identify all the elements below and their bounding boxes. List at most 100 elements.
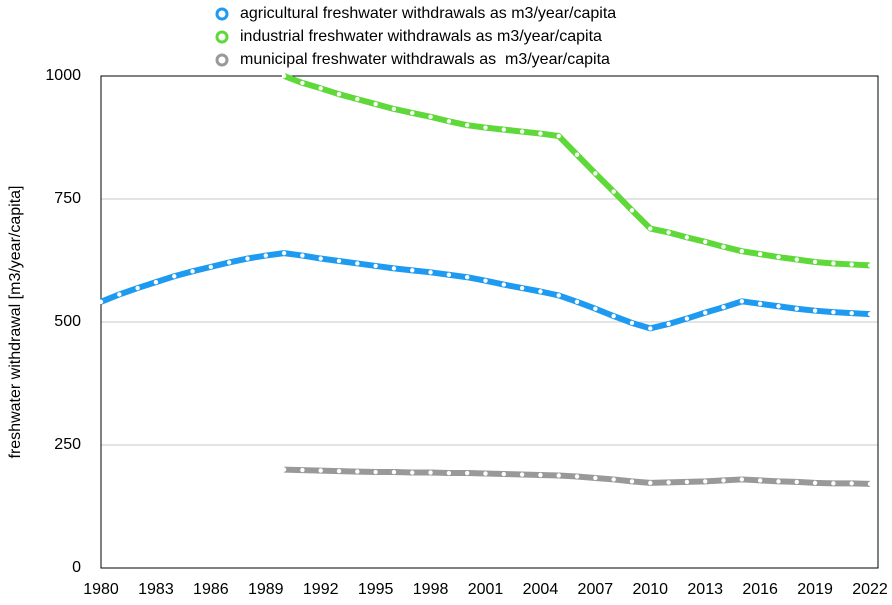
legend-marker [215,7,229,21]
data-point [611,477,616,482]
y-axis-label: freshwater withdrawal [m3/year/capita] [7,186,24,459]
data-point [98,299,104,305]
data-point [336,92,342,97]
y-tick-label: 500 [54,313,81,330]
data-point [483,125,488,130]
data-point [812,259,818,265]
data-point [629,479,635,484]
data-point [190,269,195,274]
data-point [464,275,470,280]
data-point [135,285,140,291]
x-tick-label: 2001 [468,581,504,598]
data-point [428,270,433,275]
data-point [574,152,580,157]
data-point [574,299,580,305]
data-point [336,468,342,474]
x-tick-label: 2010 [632,581,668,598]
data-point [703,310,708,315]
data-point [593,475,598,481]
data-point [666,480,671,485]
data-point [648,226,653,231]
data-point [117,292,122,297]
data-point [208,264,214,270]
data-point [464,470,470,476]
data-point [428,470,433,475]
data-point [538,289,543,294]
data-point [226,260,232,265]
data-point [483,471,488,476]
x-tick-label: 2019 [797,581,833,598]
data-point [739,477,745,482]
data-point [501,282,507,287]
data-point [721,244,726,249]
data-point [776,304,781,309]
data-point [611,189,616,194]
data-point [556,293,561,298]
y-tick-label: 750 [54,190,81,207]
data-point [519,472,525,477]
data-point [849,310,854,316]
data-point [300,253,305,258]
data-point [483,278,488,283]
data-point [281,250,287,256]
data-point [666,230,671,235]
data-point [300,80,305,86]
data-point [629,320,635,326]
data-point [391,469,397,475]
data-point [446,272,452,277]
data-point [281,73,287,79]
y-tick-label: 1000 [45,67,81,84]
data-point [648,326,653,331]
data-point [831,261,836,266]
data-point [263,253,268,258]
y-tick-label: 0 [72,559,81,576]
x-tick-label: 1992 [303,581,339,598]
data-point [776,254,781,260]
x-tick-label: 1995 [358,581,394,598]
data-point [739,299,745,304]
data-point [519,129,525,134]
data-point [355,469,360,474]
data-point [849,262,854,267]
data-point [355,261,360,266]
data-point [794,306,799,311]
data-point [684,479,690,485]
data-point [757,478,763,483]
data-point [391,266,397,271]
data-point [446,119,452,124]
data-point [593,306,598,311]
data-point [867,481,873,487]
data-point [611,313,616,319]
series-line [99,250,871,332]
data-point [757,301,763,306]
data-point [501,471,507,477]
data-point [153,279,159,285]
data-point [721,305,726,310]
data-point [538,472,543,478]
data-point [703,239,708,245]
legend-marker [215,53,229,67]
data-point [281,467,287,472]
data-point [757,251,763,257]
data-point [410,470,415,475]
data-point [446,470,452,476]
data-point [318,86,323,91]
data-point [739,248,745,254]
data-point [318,468,323,473]
data-point [867,311,873,317]
data-point [391,106,397,112]
data-point [556,473,561,478]
data-point [684,235,690,240]
data-point [593,171,598,176]
x-tick-label: 2016 [742,581,778,598]
data-point [300,467,305,473]
series-line [283,73,871,269]
data-point [849,481,854,486]
data-point [831,481,836,486]
data-point [355,96,360,102]
x-tick-label: 2007 [578,581,614,598]
data-point [666,321,671,327]
legend-marker [215,30,229,44]
data-point [318,256,323,261]
data-point [373,469,378,475]
